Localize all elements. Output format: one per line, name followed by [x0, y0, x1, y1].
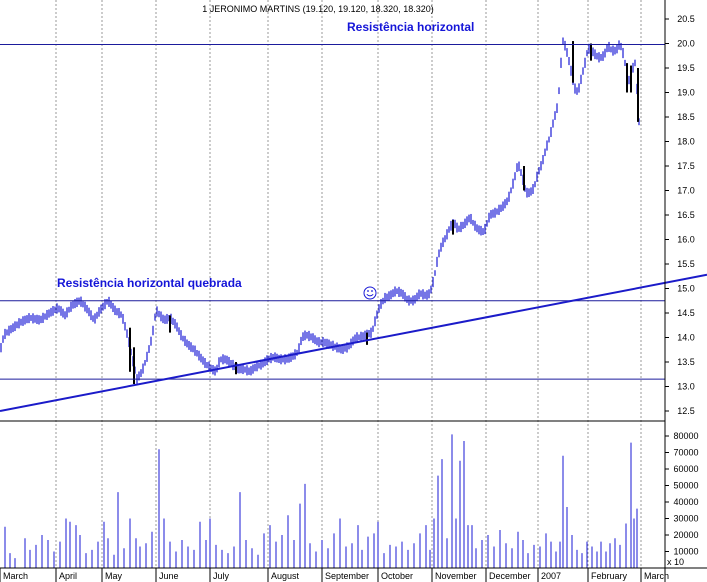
smiley-icon: [363, 286, 377, 300]
price-tick-label: 15.5: [677, 259, 695, 269]
volume-tick-label: 30000: [673, 514, 698, 524]
price-tick-label: 13.0: [677, 382, 695, 392]
chart-title: 1 JERONIMO MARTINS (19.120, 19.120, 18.3…: [202, 4, 433, 14]
x-tick-label: December: [489, 571, 531, 581]
price-tick-label: 19.0: [677, 88, 695, 98]
x-tick-label: March: [3, 571, 28, 581]
price-tick-label: 17.0: [677, 186, 695, 196]
price-tick-label: 16.5: [677, 210, 695, 220]
price-tick-label: 16.0: [677, 235, 695, 245]
volume-tick-label: 40000: [673, 497, 698, 507]
annotation-lower: Resistência horizontal quebrada: [57, 276, 242, 290]
x-tick-label: April: [59, 571, 77, 581]
volume-bars: [4, 434, 638, 568]
price-bars: [0, 37, 640, 385]
grid-lines: [55, 0, 642, 568]
x-tick-label: October: [381, 571, 413, 581]
x-tick-label: June: [159, 571, 179, 581]
x-tick-label: 2007: [541, 571, 561, 581]
x-tick-label: August: [271, 571, 300, 581]
volume-tick-label: 60000: [673, 464, 698, 474]
x-tick-label: November: [435, 571, 477, 581]
trend-line: [0, 273, 707, 412]
price-tick-label: 20.0: [677, 39, 695, 49]
volume-tick-label: 70000: [673, 448, 698, 458]
price-tick-label: 19.5: [677, 63, 695, 73]
price-tick-label: 12.5: [677, 406, 695, 416]
x-tick-label: July: [213, 571, 230, 581]
price-tick-label: 15.0: [677, 284, 695, 294]
price-tick-label: 14.5: [677, 308, 695, 318]
volume-tick-label: 80000: [673, 431, 698, 441]
x-tick-label: September: [325, 571, 369, 581]
price-tick-label: 18.5: [677, 112, 695, 122]
price-tick-label: 14.0: [677, 333, 695, 343]
price-tick-label: 20.5: [677, 14, 695, 24]
reference-lines: [0, 43, 707, 412]
price-tick-label: 13.5: [677, 357, 695, 367]
annotation-upper: Resistência horizontal: [347, 20, 474, 34]
price-tick-label: 18.0: [677, 137, 695, 147]
x-tick-label: February: [591, 571, 628, 581]
volume-tick-label: 10000: [673, 547, 698, 557]
volume-tick-label: 50000: [673, 481, 698, 491]
x-tick-label: May: [105, 571, 123, 581]
volume-multiplier-label: x 10: [667, 557, 684, 567]
price-tick-label: 17.5: [677, 161, 695, 171]
x-tick-label: March: [644, 571, 669, 581]
volume-tick-label: 20000: [673, 530, 698, 540]
